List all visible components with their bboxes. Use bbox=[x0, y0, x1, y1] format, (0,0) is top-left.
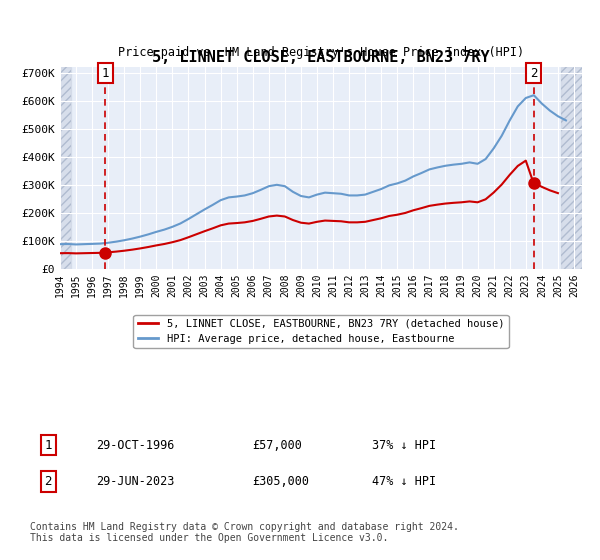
Bar bbox=[561, 67, 582, 269]
Bar bbox=[561, 67, 582, 269]
Text: 29-JUN-2023: 29-JUN-2023 bbox=[96, 475, 175, 488]
Text: Price paid vs. HM Land Registry's House Price Index (HPI): Price paid vs. HM Land Registry's House … bbox=[118, 46, 524, 59]
Text: 2: 2 bbox=[44, 475, 52, 488]
Text: Contains HM Land Registry data © Crown copyright and database right 2024.
This d: Contains HM Land Registry data © Crown c… bbox=[30, 521, 459, 543]
Text: 37% ↓ HPI: 37% ↓ HPI bbox=[372, 438, 436, 452]
Text: 2: 2 bbox=[530, 67, 538, 80]
Bar bbox=[60, 67, 71, 269]
Text: 1: 1 bbox=[44, 438, 52, 452]
Text: 47% ↓ HPI: 47% ↓ HPI bbox=[372, 475, 436, 488]
Text: £57,000: £57,000 bbox=[252, 438, 302, 452]
Text: 1: 1 bbox=[102, 67, 109, 80]
Bar bbox=[60, 67, 71, 269]
Title: 5, LINNET CLOSE, EASTBOURNE, BN23 7RY: 5, LINNET CLOSE, EASTBOURNE, BN23 7RY bbox=[152, 50, 490, 64]
Legend: 5, LINNET CLOSE, EASTBOURNE, BN23 7RY (detached house), HPI: Average price, deta: 5, LINNET CLOSE, EASTBOURNE, BN23 7RY (d… bbox=[133, 315, 509, 348]
Text: £305,000: £305,000 bbox=[252, 475, 309, 488]
Text: 29-OCT-1996: 29-OCT-1996 bbox=[96, 438, 175, 452]
